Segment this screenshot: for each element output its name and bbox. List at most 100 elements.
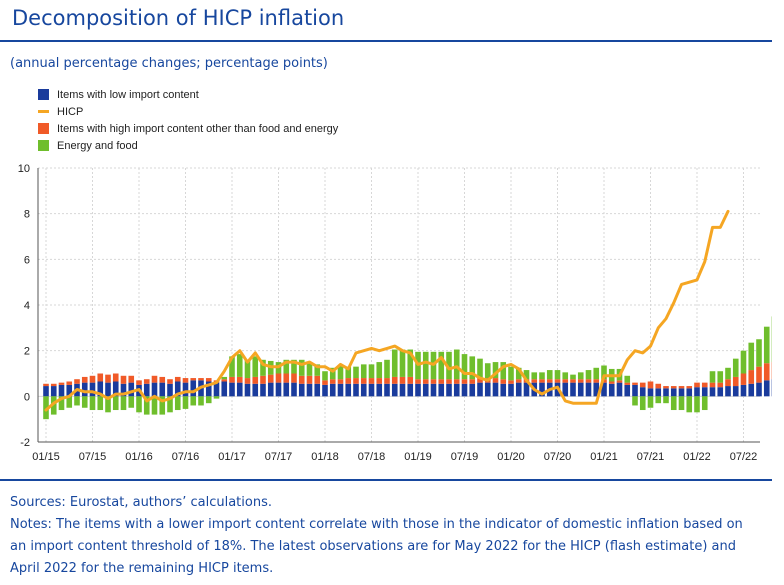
bar-high-import [430, 379, 437, 384]
bar-energy-food [236, 354, 243, 377]
y-tick-label: 2 [24, 346, 30, 358]
bar-low-import [174, 381, 181, 397]
bar-low-import [701, 387, 708, 397]
bar-energy-food [213, 396, 220, 399]
bar-low-import [229, 382, 235, 397]
bar-high-import [345, 378, 352, 384]
bar-high-import [453, 379, 460, 384]
x-tick-label: 01/21 [590, 451, 618, 463]
y-tick-label: -2 [20, 437, 30, 449]
bar-energy-food [260, 359, 266, 376]
bar-high-import [283, 373, 290, 383]
bar-low-import [639, 387, 646, 397]
bar-energy-food [120, 396, 127, 411]
bar-low-import [585, 382, 592, 397]
bar-low-import [314, 383, 321, 397]
bar-high-import [368, 378, 375, 384]
bar-energy-food [484, 363, 491, 379]
bar-low-import [647, 388, 654, 397]
bar-energy-food [577, 372, 584, 380]
bar-low-import [66, 384, 73, 397]
bar-low-import [151, 382, 158, 397]
bar-high-import [508, 380, 514, 384]
bar-low-import [477, 382, 483, 397]
bar-energy-food [182, 396, 189, 409]
bar-energy-food [725, 367, 731, 380]
bar-high-import [477, 378, 483, 383]
bar-high-import [128, 375, 135, 383]
bar-energy-food [105, 396, 111, 413]
bar-energy-food [198, 396, 204, 406]
bar-low-import [678, 388, 685, 397]
bar-energy-food [205, 396, 212, 404]
bar-energy-food [539, 372, 545, 380]
bar-low-import [267, 382, 274, 397]
bar-high-import [298, 375, 305, 384]
bar-energy-food [438, 351, 445, 380]
bar-high-import [376, 378, 383, 384]
bar-energy-food [167, 396, 173, 413]
bar-high-import [500, 379, 507, 384]
bar-high-import [763, 363, 770, 381]
bar-low-import [167, 383, 173, 397]
bar-high-import [415, 379, 421, 384]
bar-low-import [655, 388, 662, 397]
bar-low-import [492, 382, 499, 397]
bar-high-import [190, 378, 197, 381]
bar-high-import [461, 379, 468, 384]
bar-low-import [616, 382, 623, 397]
bar-high-import [647, 381, 654, 389]
bar-energy-food [601, 365, 607, 380]
bar-high-import [260, 375, 266, 384]
bar-high-import [43, 383, 49, 387]
bar-low-import [422, 383, 429, 397]
bar-high-import [306, 375, 313, 384]
bar-low-import [500, 383, 507, 397]
chart-bars [43, 316, 772, 420]
bar-low-import [81, 382, 88, 397]
blue-square-icon [38, 89, 49, 100]
legend-label: Energy and food [57, 139, 138, 152]
bar-energy-food [66, 396, 73, 408]
bar-low-import [43, 386, 49, 397]
legend-item-low-import: Items with low import content [38, 86, 338, 103]
notes-line-3: April 2022 for the remaining HICP items. [10, 561, 274, 576]
bar-high-import [360, 378, 367, 384]
bar-energy-food [322, 371, 328, 381]
bar-low-import [763, 380, 770, 397]
bar-energy-food [329, 367, 336, 380]
bar-low-import [353, 383, 359, 397]
title-divider [0, 40, 772, 42]
bar-energy-food [678, 396, 685, 411]
bar-high-import [97, 373, 104, 382]
bar-low-import [384, 383, 390, 397]
bar-high-import [546, 379, 553, 383]
bar-low-import [190, 380, 197, 397]
bar-high-import [337, 379, 344, 384]
bar-low-import [438, 383, 445, 397]
y-tick-label: 10 [18, 163, 30, 175]
sources-text: Sources: Eurostat, authors’ calculations… [10, 495, 272, 510]
bar-energy-food [81, 396, 88, 408]
x-tick-label: 07/19 [451, 451, 479, 463]
bar-high-import [322, 380, 328, 385]
bar-low-import [670, 388, 677, 397]
bar-energy-food [353, 366, 359, 379]
chart-legend: Items with low import content HICP Items… [38, 86, 338, 154]
bar-low-import [756, 382, 762, 397]
bar-energy-food [593, 367, 600, 380]
bar-energy-food [229, 356, 235, 377]
bar-energy-food [686, 396, 693, 413]
bar-energy-food [446, 351, 452, 380]
bar-energy-food [384, 359, 390, 379]
bar-low-import [632, 384, 638, 397]
bar-high-import [198, 378, 204, 381]
bar-low-import [399, 383, 406, 397]
x-tick-label: 01/17 [218, 451, 246, 463]
x-tick-label: 01/18 [311, 451, 339, 463]
bar-energy-food [252, 356, 259, 377]
bar-high-import [624, 382, 631, 385]
bar-high-import [167, 379, 173, 384]
bar-high-import [639, 382, 646, 388]
bar-high-import [585, 379, 592, 383]
